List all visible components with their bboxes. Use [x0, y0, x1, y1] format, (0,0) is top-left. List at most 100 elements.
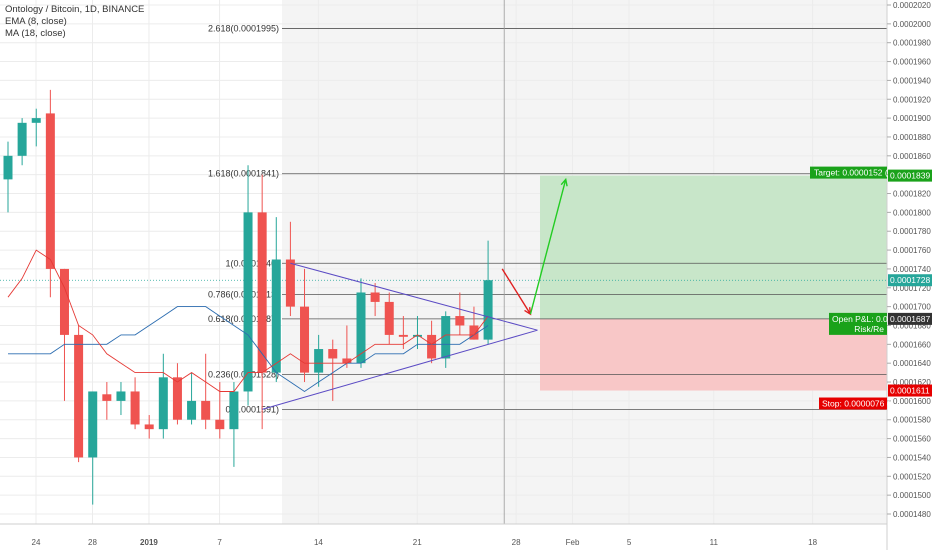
y-tick-label: 0.0001820 — [893, 190, 931, 199]
symbol-title: Ontology / Bitcoin, 1D, BINANCE — [5, 4, 145, 15]
fib-level-label: 0.786(0.0001713) — [208, 289, 279, 299]
candle-down — [74, 334, 84, 458]
candle-down — [370, 292, 380, 302]
y-tick-label: 0.0001480 — [893, 510, 931, 519]
x-tick-label: Feb — [566, 538, 580, 547]
candle-up — [243, 212, 253, 392]
entry-price-tag — [888, 312, 932, 325]
x-tick-label: 21 — [413, 538, 422, 547]
candle-down — [384, 301, 394, 335]
candle-up — [88, 391, 98, 458]
current-price-tag — [888, 274, 932, 287]
candle-up — [483, 280, 493, 340]
y-tick-label: 0.0001780 — [893, 227, 931, 236]
candle-up — [356, 292, 366, 364]
triangle-upper-line — [290, 262, 538, 331]
x-tick-label: 18 — [808, 538, 817, 547]
fib-level-label: 0.236(0.0001628) — [208, 369, 279, 379]
candle-up — [412, 334, 422, 337]
candle-down — [102, 394, 112, 401]
y-tick-label: 0.0001900 — [893, 114, 931, 123]
y-tick-label: 0.0001580 — [893, 416, 931, 425]
candle-up — [441, 316, 451, 359]
candle-down — [469, 325, 479, 340]
y-tick-label: 0.0001600 — [893, 397, 931, 406]
forecast-arrow — [529, 179, 567, 315]
y-tick-label: 0.0002020 — [893, 1, 931, 10]
entry-price-tag-text: 0.0001687 — [890, 314, 930, 324]
chart-legend: Ontology / Bitcoin, 1D, BINANCE EMA (8, … — [5, 4, 144, 40]
stop-price-tag-text: 0.0001611 — [890, 386, 930, 396]
forecast-arrow — [501, 268, 532, 315]
pnl-box — [829, 312, 887, 335]
current-price-tag-text: 0.0001728 — [890, 275, 930, 285]
target-label: Target: 0.0000152 ( — [814, 168, 888, 178]
candle-up — [229, 391, 239, 430]
y-tick-label: 0.0001620 — [893, 378, 931, 387]
y-tick-label: 0.0001800 — [893, 208, 931, 217]
y-tick-label: 0.0001660 — [893, 340, 931, 349]
fib-level-label: 1.618(0.0001841) — [208, 169, 279, 179]
candle-up — [271, 259, 281, 373]
candle-down — [342, 358, 352, 364]
y-tick-label: 0.0001560 — [893, 435, 931, 444]
target-price-tag-text: 0.0001839 — [890, 171, 930, 181]
ema-legend: EMA (8, close) — [5, 16, 67, 27]
y-tick-label: 0.0002000 — [893, 20, 931, 29]
y-tick-label: 0.0001680 — [893, 321, 931, 330]
y-tick-label: 0.0001540 — [893, 453, 931, 462]
target-zone — [540, 175, 887, 319]
risk-reward-label: Risk/Re — [854, 324, 884, 334]
target-price-tag — [888, 169, 932, 182]
candle-down — [427, 334, 437, 359]
y-tick-label: 0.0001740 — [893, 265, 931, 274]
x-tick-label: 11 — [710, 538, 719, 547]
candle-down — [285, 259, 295, 307]
fib-level-label: 0(0.0001591) — [225, 404, 279, 414]
fib-level-label: 2.618(0.0001995) — [208, 24, 279, 34]
fib-level-label: 0.618(0.0001687) — [208, 314, 279, 324]
y-tick-label: 0.0001760 — [893, 246, 931, 255]
candle-up — [31, 118, 41, 123]
candle-down — [398, 334, 408, 337]
y-tick-label: 0.0001500 — [893, 491, 931, 500]
stop-label: Stop: 0.0000076 ( — [822, 399, 890, 409]
x-tick-label: 28 — [512, 538, 521, 547]
candle-down — [455, 316, 465, 326]
candle-down — [215, 419, 225, 430]
candle-down — [172, 377, 182, 420]
x-tick-label: 14 — [314, 538, 323, 547]
target-label-box — [810, 166, 887, 179]
y-tick-label: 0.0001880 — [893, 133, 931, 142]
ma-line — [8, 306, 489, 393]
candle-up — [314, 349, 324, 373]
ema-line — [7, 249, 489, 392]
candle-down — [257, 212, 267, 373]
candle-down — [300, 306, 310, 373]
x-tick-label: 2019 — [140, 538, 158, 547]
arrow-head — [560, 177, 568, 187]
y-tick-label: 0.0001980 — [893, 39, 931, 48]
candle-up — [116, 391, 126, 401]
x-tick-label: 7 — [217, 538, 222, 547]
stop-price-tag — [888, 384, 932, 397]
candle-down — [45, 113, 55, 269]
y-tick-label: 0.0001860 — [893, 152, 931, 161]
candle-down — [144, 424, 154, 430]
x-tick-label: 28 — [88, 538, 97, 547]
y-tick-label: 0.0001960 — [893, 58, 931, 67]
candle-down — [130, 391, 140, 425]
candle-up — [187, 400, 197, 420]
x-tick-label: 5 — [627, 538, 632, 547]
y-tick-label: 0.0001920 — [893, 95, 931, 104]
triangle-lower-line — [262, 329, 538, 410]
candle-down — [59, 268, 69, 335]
candle-up — [158, 377, 168, 430]
candle-down — [328, 349, 338, 359]
y-tick-label: 0.0001720 — [893, 284, 931, 293]
y-tick-label: 0.0001520 — [893, 472, 931, 481]
candle-up — [3, 155, 13, 180]
stop-label-box — [819, 397, 887, 410]
x-tick-label: 24 — [32, 538, 41, 547]
